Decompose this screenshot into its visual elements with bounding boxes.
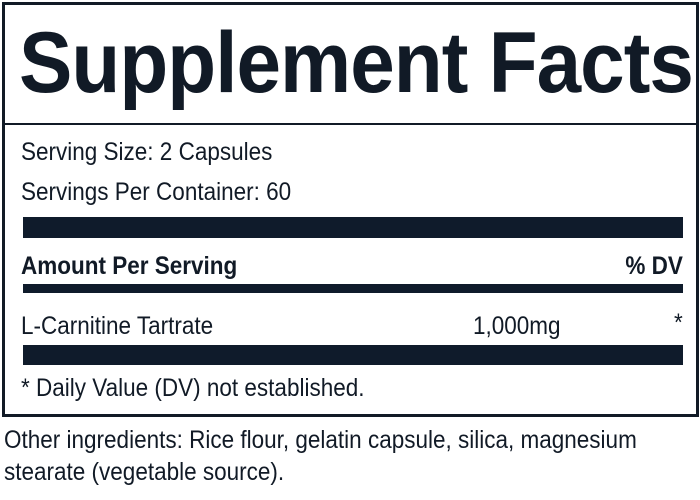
supplement-facts-panel: Supplement Facts Serving Size: 2 Capsule… (2, 2, 699, 417)
other-ingredients: Other ingredients: Rice flour, gelatin c… (4, 426, 637, 486)
divider (5, 123, 696, 125)
footnote: * Daily Value (DV) not established. (21, 374, 365, 402)
serving-size: Serving Size: 2 Capsules (21, 138, 273, 166)
ingredient-dv: * (674, 309, 683, 337)
amount-per-serving-header: Amount Per Serving (21, 252, 238, 280)
servings-per-container: Servings Per Container: 60 (21, 178, 292, 206)
panel-title: Supplement Facts (19, 15, 694, 111)
divider-thick (23, 345, 683, 365)
divider-medium (23, 284, 683, 293)
divider-thick (23, 217, 683, 238)
ingredient-amount: 1,000mg (473, 312, 561, 340)
dv-header: % DV (625, 252, 683, 280)
ingredient-name: L-Carnitine Tartrate (21, 312, 214, 340)
